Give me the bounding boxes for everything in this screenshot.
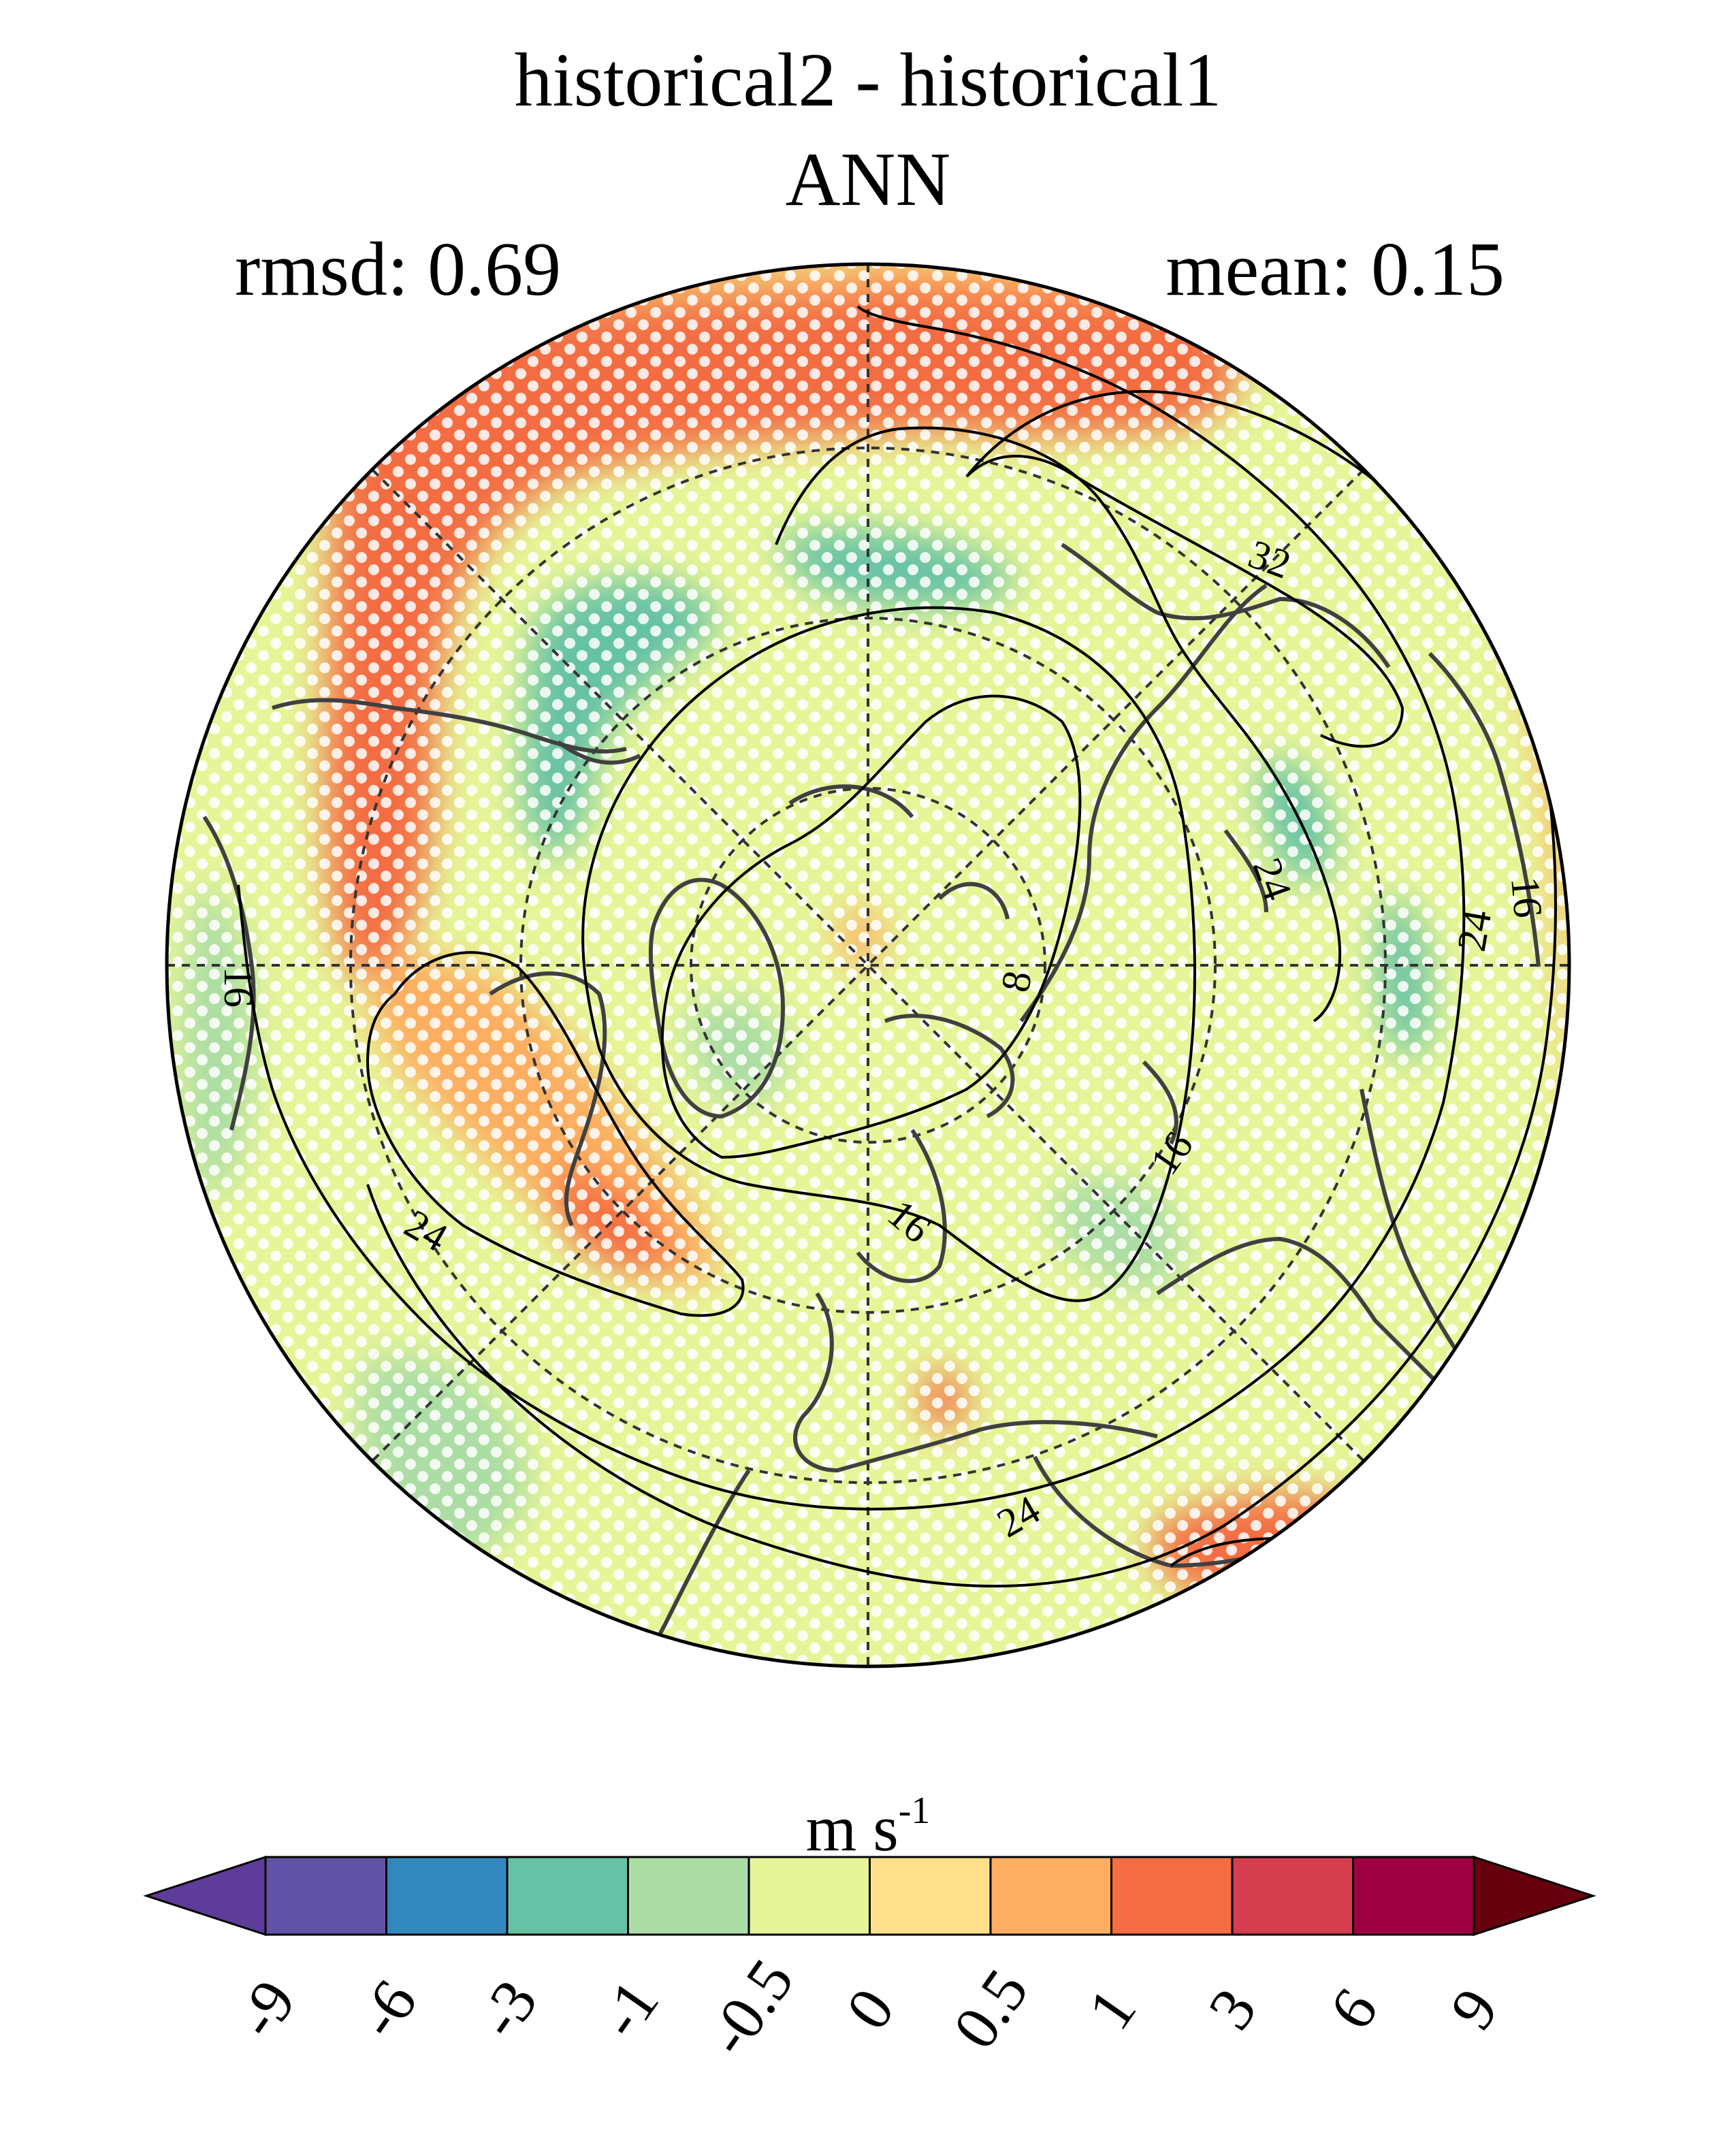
season-label: ANN <box>785 138 951 222</box>
colorbar-swatch <box>748 1856 871 1936</box>
map-border <box>165 262 1571 1668</box>
colorbar-swatch <box>1352 1856 1475 1936</box>
mean-label: mean: 0.15 <box>1166 227 1505 312</box>
colorbar-extend-min <box>143 1855 267 1937</box>
colorbar-swatch <box>385 1856 509 1936</box>
contour-label: 24 <box>1449 907 1500 955</box>
rmsd-label: rmsd: 0.69 <box>235 227 562 312</box>
contour-label: 16 <box>216 967 261 1007</box>
colorbar-swatch <box>1231 1856 1354 1936</box>
graticule <box>167 264 1569 1666</box>
colorbar-swatches <box>143 1855 1596 1937</box>
map-disc: 32 24 16 8 24 16 24 16 24 16 <box>167 264 1569 1666</box>
colorbar-extend-max <box>1473 1855 1596 1937</box>
colorbar-swatch <box>627 1856 750 1936</box>
contour-label: 16 <box>1502 875 1551 920</box>
units-text: m s <box>805 1792 899 1865</box>
colorbar-swatch <box>506 1856 629 1936</box>
plot-title: historical2 - historical1 <box>514 38 1222 123</box>
colorbar-swatch <box>989 1856 1112 1936</box>
colorbar-swatch <box>264 1856 387 1936</box>
units-exponent: -1 <box>898 1790 931 1832</box>
colorbar-swatch <box>869 1856 992 1936</box>
colorbar-units: m s-1 <box>0 1792 1736 1861</box>
colorbar-swatch <box>1110 1856 1234 1936</box>
